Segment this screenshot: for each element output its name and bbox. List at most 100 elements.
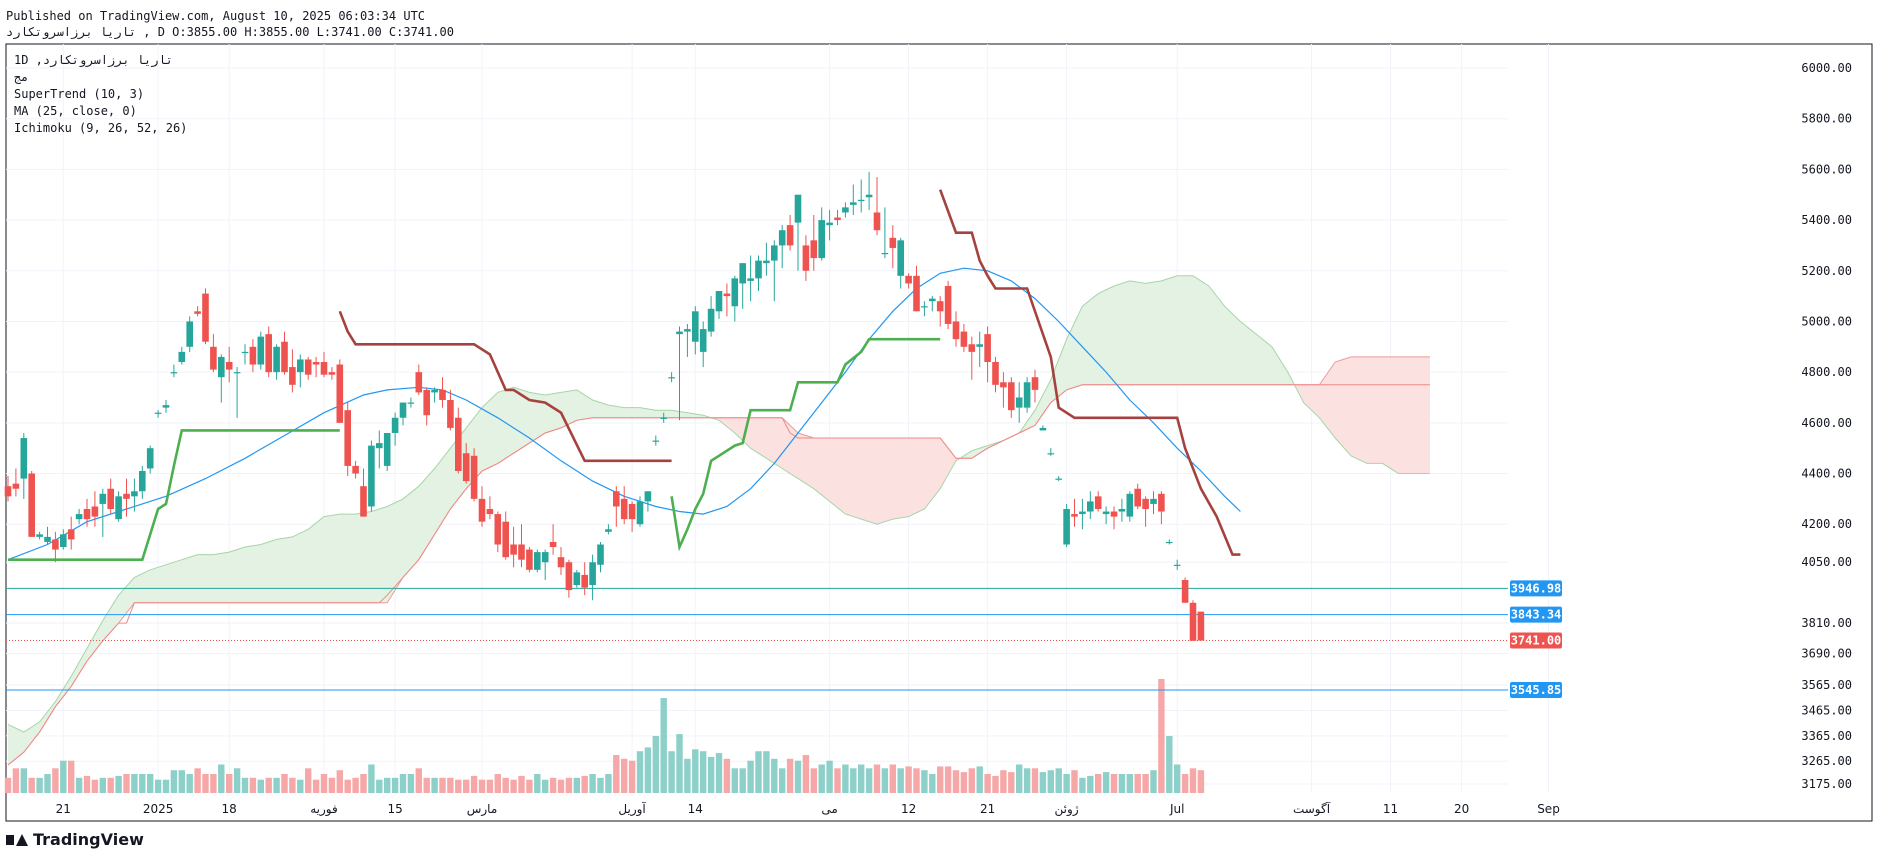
y-axis-tick-label: 4200.00 — [1801, 517, 1852, 531]
volume-bar — [486, 779, 494, 793]
candle-body — [747, 278, 754, 281]
volume-bar — [565, 777, 573, 793]
price-tag-label: 3545.85 — [1511, 683, 1562, 697]
tradingview-brand[interactable]: TradingView — [6, 830, 144, 849]
candle-body — [921, 306, 928, 308]
candle-body — [162, 405, 170, 408]
candle-body — [723, 293, 731, 297]
volume-bar — [684, 758, 691, 793]
legend-supertrend[interactable]: SuperTrend (10, 3) — [14, 87, 145, 101]
volume-bar — [336, 770, 343, 793]
volume-bar — [4, 777, 12, 793]
volume-bar — [502, 777, 509, 793]
x-axis-tick-label: ژوئن — [1055, 802, 1079, 817]
y-axis-tick-label: 3810.00 — [1801, 616, 1852, 630]
volume-bar — [1158, 679, 1165, 793]
candle-body — [194, 311, 201, 314]
candle-body — [470, 455, 478, 499]
candle-body — [1039, 427, 1047, 431]
tradingview-logo-icon — [6, 833, 28, 846]
price-tag-label: 3843.34 — [1511, 608, 1562, 622]
volume-bar — [1063, 774, 1070, 793]
candle-body — [889, 237, 897, 248]
candle-body — [1087, 501, 1094, 512]
volume-bar — [700, 751, 707, 793]
y-axis-tick-label: 3465.00 — [1801, 703, 1852, 717]
volume-bar — [1095, 774, 1102, 793]
candle-body — [407, 402, 415, 404]
candle-body — [952, 321, 960, 340]
volume-bar — [455, 779, 462, 793]
legend-ma[interactable]: MA (25, close, 0) — [14, 104, 137, 118]
price-tag — [1510, 632, 1562, 649]
volume-bar — [1166, 736, 1173, 793]
price-tag — [1510, 682, 1562, 699]
volume-bar — [676, 734, 683, 793]
x-axis-tick-label: 21 — [56, 802, 71, 816]
volume-bar — [881, 768, 889, 793]
y-axis-tick-label: 3175.00 — [1801, 777, 1852, 791]
brand-name: TradingView — [33, 830, 144, 849]
y-axis-tick-label: 5600.00 — [1801, 162, 1852, 176]
volume-bar — [12, 768, 20, 793]
candle-body — [676, 331, 683, 335]
ichimoku-cloud-red — [715, 417, 960, 525]
volume-bar — [723, 758, 731, 793]
legend-ichimoku[interactable]: Ichimoku (9, 26, 52, 26) — [14, 121, 188, 135]
candle-body — [636, 501, 644, 525]
volume-bar — [794, 760, 802, 793]
candle-body — [628, 503, 636, 520]
candle-body — [478, 498, 486, 522]
volume-bar — [921, 770, 928, 793]
volume-bar — [1134, 774, 1141, 793]
volume-bar — [1055, 768, 1062, 793]
volume-bar — [944, 766, 952, 793]
candle-body — [668, 377, 675, 379]
candle-body — [60, 534, 67, 548]
candle-body — [368, 445, 375, 507]
candle-body — [968, 344, 976, 352]
volume-bar — [439, 777, 446, 793]
candle-body — [1197, 611, 1205, 641]
candle-body — [1031, 377, 1039, 390]
candle-body — [415, 372, 423, 393]
volume-bar — [91, 779, 99, 793]
volume-bar — [1000, 770, 1007, 793]
volume-bar — [1174, 764, 1181, 793]
volume-bar — [233, 768, 241, 793]
chart-legend: 1D ,تاریا برزاسروتکارد مج SuperTrend (10… — [14, 52, 187, 137]
volume-bar — [36, 777, 43, 793]
candle-body — [1023, 382, 1031, 408]
volume-bar — [1023, 768, 1031, 793]
candle-body — [850, 202, 857, 205]
volume-bar — [1039, 772, 1047, 793]
candle-body — [652, 440, 660, 442]
volume-bar — [992, 775, 999, 793]
candle-body — [1000, 382, 1007, 388]
candle-body — [431, 389, 438, 393]
candle-body — [297, 359, 304, 373]
candle-body — [1150, 498, 1157, 504]
volume-bar — [573, 777, 580, 793]
volume-bar — [344, 779, 351, 793]
symbol-ohlc-line: تاریا برزاسروتکارد ‚ D O:3855.00 H:3855.… — [6, 25, 454, 39]
volume-bar — [399, 774, 407, 793]
candle-body — [462, 453, 470, 482]
x-axis-tick-label: 18 — [222, 802, 237, 816]
candle-body — [842, 207, 849, 213]
volume-bar — [1118, 774, 1126, 793]
volume-bar — [1079, 777, 1086, 793]
y-axis-tick-label: 6000.00 — [1801, 61, 1852, 75]
candle-body — [154, 412, 162, 414]
candle-body — [439, 389, 446, 401]
candle-body — [423, 389, 430, 416]
volume-bar — [1087, 775, 1094, 793]
candle-body — [336, 364, 344, 423]
volume-bar — [542, 779, 549, 793]
y-axis-tick-label: 4800.00 — [1801, 365, 1852, 379]
volume-bar — [549, 777, 557, 793]
volume-bar — [147, 774, 154, 793]
candle-body — [976, 344, 983, 347]
volume-bar — [320, 774, 328, 793]
